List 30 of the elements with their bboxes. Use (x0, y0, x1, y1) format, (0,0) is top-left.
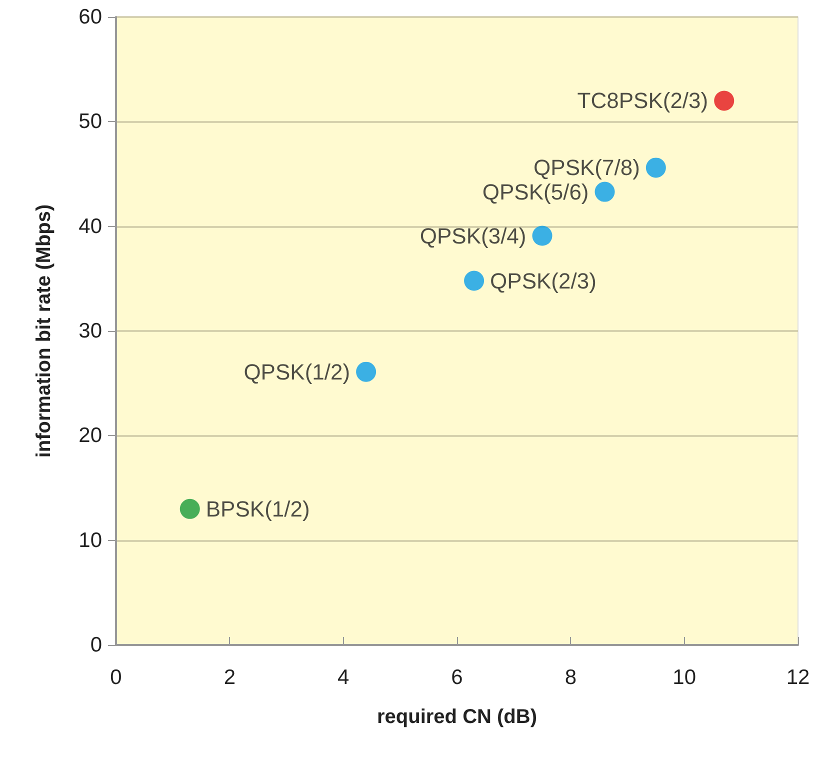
y-tick-label: 0 (90, 634, 102, 656)
y-tick-label: 50 (78, 110, 102, 134)
series-label: QPSK(5/6) (482, 179, 589, 204)
y-axis-title: information bit rate (Mbps) (33, 204, 55, 458)
series-label: QPSK(3/4) (420, 223, 526, 248)
point (714, 90, 734, 111)
series-label: QPSK(1/2) (244, 359, 350, 384)
x-tick-label: 2 (224, 666, 236, 689)
y-tick-label: 40 (78, 214, 102, 238)
y-tick-label: 10 (78, 528, 102, 552)
y-tick-label: 20 (78, 424, 102, 448)
series-label: QPSK(7/8) (534, 155, 640, 180)
point (594, 182, 615, 202)
x-tick-label: 0 (110, 666, 122, 689)
x-tick-label: 6 (451, 666, 463, 689)
x-tick-label: 4 (337, 666, 350, 689)
point (356, 362, 376, 382)
series-label: BPSK(1/2) (206, 496, 310, 522)
series-label: TC8PSK(2/3) (577, 88, 708, 114)
point (464, 270, 484, 291)
x-tick-label: 12 (786, 666, 810, 689)
x-axis-title: required CN (dB) (377, 706, 537, 728)
y-tick-label: 60 (78, 6, 102, 28)
y-tick-label: 30 (78, 320, 102, 342)
point (180, 498, 200, 519)
x-tick-label: 8 (564, 666, 577, 689)
series-label: QPSK(2/3) (490, 268, 596, 294)
point (646, 158, 666, 178)
point (532, 226, 552, 246)
x-tick-label: 10 (672, 666, 696, 689)
